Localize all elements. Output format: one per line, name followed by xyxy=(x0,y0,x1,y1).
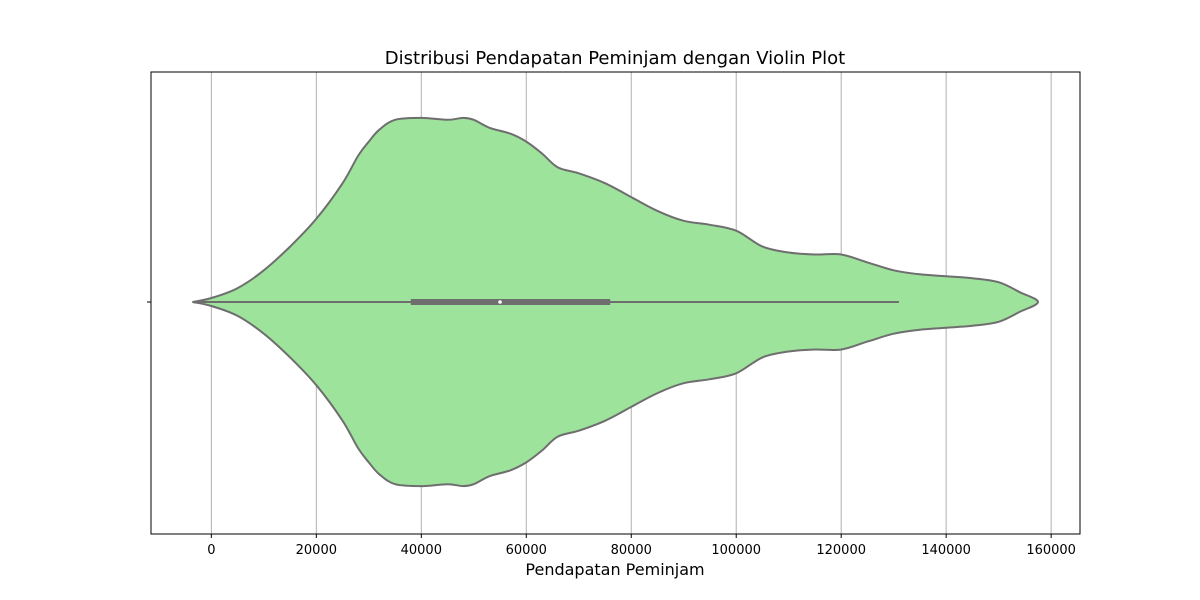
plot-frame xyxy=(150,71,1081,535)
x-tick-label-2: 40000 xyxy=(401,543,442,558)
iqr-box xyxy=(410,299,611,305)
x-tick-label-3: 60000 xyxy=(506,543,547,558)
x-tick-label-0: 0 xyxy=(207,543,215,558)
inner-box xyxy=(192,299,899,305)
x-tick-label-7: 140000 xyxy=(921,543,971,558)
x-axis-label: Pendapatan Peminjam xyxy=(525,560,704,579)
x-tick-label-4: 80000 xyxy=(611,543,652,558)
x-axis-ticks: 0 20000 40000 60000 80000 100000 120000 140000 1… xyxy=(207,534,1076,558)
x-tick-label-8: 160000 xyxy=(1026,543,1076,558)
median-marker xyxy=(498,300,502,304)
x-tick-label-1: 20000 xyxy=(296,543,337,558)
x-tick-label-6: 120000 xyxy=(816,543,866,558)
chart-title: Distribusi Pendapatan Peminjam dengan Vi… xyxy=(385,48,845,69)
x-tick-label-5: 100000 xyxy=(711,543,761,558)
